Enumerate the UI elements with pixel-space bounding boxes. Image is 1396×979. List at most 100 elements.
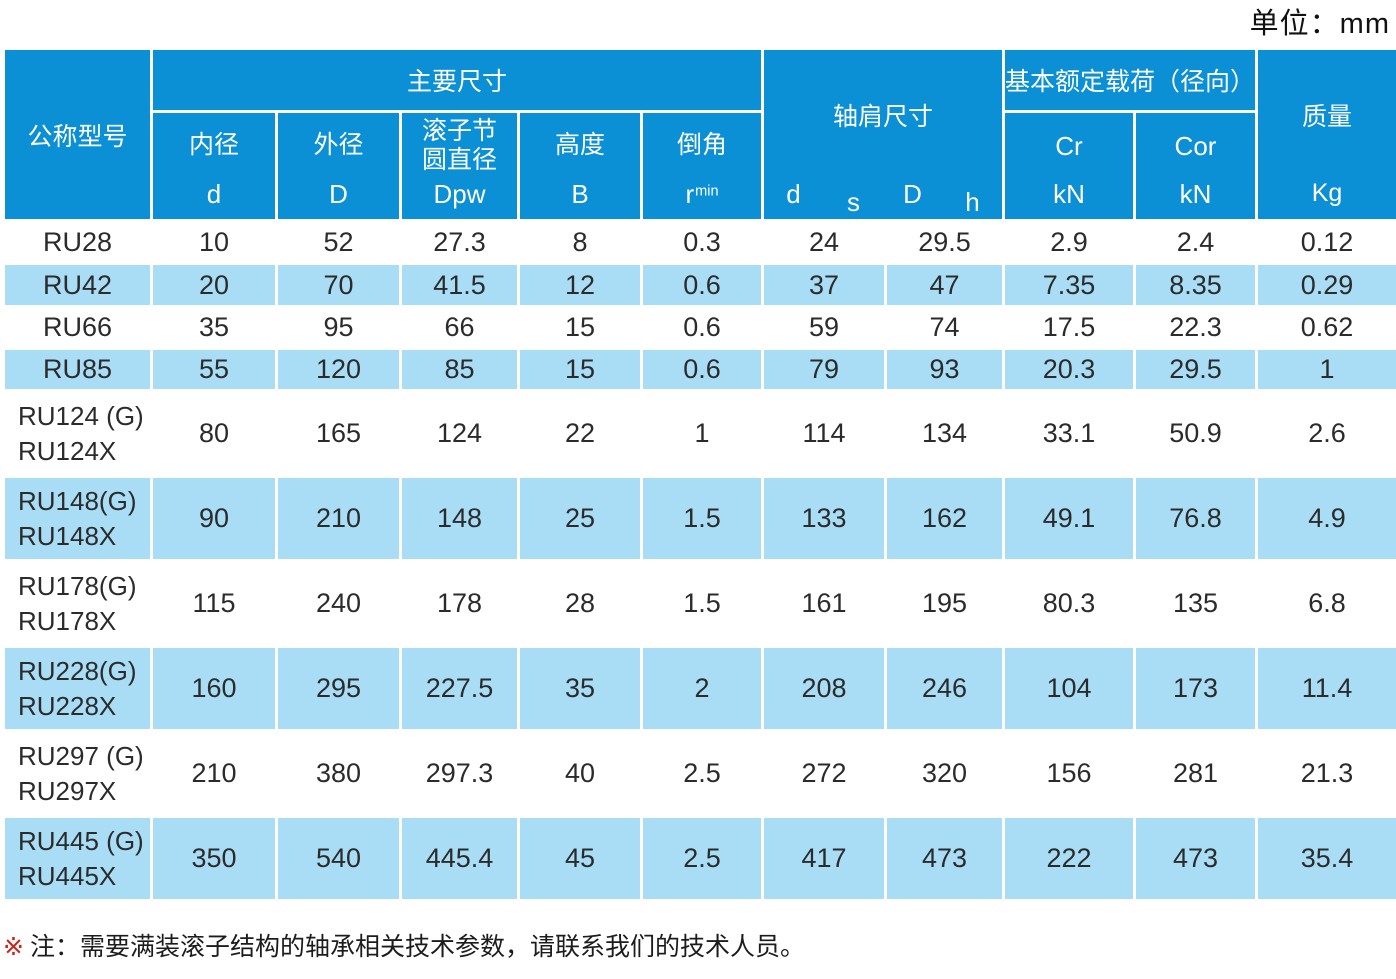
- value-cell: 114: [764, 392, 884, 475]
- value-cell: 0.12: [1258, 222, 1396, 262]
- value-cell: 33.1: [1005, 392, 1133, 475]
- value-cell: 0.62: [1258, 308, 1396, 347]
- value-cell: 50.9: [1136, 392, 1255, 475]
- value-cell: 473: [1136, 818, 1255, 899]
- sub-header-cor: Cor kN: [1136, 113, 1255, 219]
- sub-header-symbol: d: [206, 179, 222, 209]
- value-cell: 1.5: [643, 562, 761, 645]
- value-cell: 22.3: [1136, 308, 1255, 347]
- value-cell: 35.4: [1258, 818, 1396, 899]
- value-cell: 173: [1136, 648, 1255, 729]
- footnote-marker: ※: [3, 933, 24, 961]
- value-cell: 41.5: [402, 265, 517, 305]
- value-cell: 2.5: [643, 732, 761, 815]
- sub-header-symbol: B: [571, 179, 589, 209]
- model-cell: RU85: [5, 350, 150, 389]
- value-cell: 0.6: [643, 350, 761, 389]
- value-cell: 90: [153, 478, 275, 559]
- value-cell: 24: [764, 222, 884, 262]
- value-cell: 540: [278, 818, 399, 899]
- mass-unit: Kg: [1311, 179, 1343, 207]
- shoulder-title: 轴肩尺寸: [832, 102, 933, 131]
- value-cell: 52: [278, 222, 399, 262]
- value-cell: 0.3: [643, 222, 761, 262]
- sub-header-dpw: 滚子节 圆直径 Dpw: [402, 113, 517, 219]
- sub-header-b: 高度 B: [520, 113, 640, 219]
- value-cell: 70: [278, 265, 399, 305]
- value-cell: 320: [887, 732, 1002, 815]
- value-cell: 95: [278, 308, 399, 347]
- sub-header-label: 倒角: [676, 131, 727, 160]
- model-cell: RU228(G) RU228X: [5, 648, 150, 729]
- value-cell: 417: [764, 818, 884, 899]
- sub-header-label: 滚子节 圆直径: [421, 116, 497, 175]
- value-cell: 178: [402, 562, 517, 645]
- value-cell: 25: [520, 478, 640, 559]
- value-cell: 85: [402, 350, 517, 389]
- value-cell: 4.9: [1258, 478, 1396, 559]
- value-cell: 40: [520, 732, 640, 815]
- value-cell: 162: [887, 478, 1002, 559]
- value-cell: 93: [887, 350, 1002, 389]
- value-cell: 21.3: [1258, 732, 1396, 815]
- value-cell: 195: [887, 562, 1002, 645]
- value-cell: 210: [278, 478, 399, 559]
- model-cell: RU28: [5, 222, 150, 262]
- value-cell: 20: [153, 265, 275, 305]
- value-cell: 80: [153, 392, 275, 475]
- value-cell: 8: [520, 222, 640, 262]
- sub-header-r: 倒角 r min: [643, 113, 761, 219]
- model-cell: RU42: [5, 265, 150, 305]
- value-cell: 47: [887, 265, 1002, 305]
- value-cell: 29.5: [887, 222, 1002, 262]
- value-cell: 272: [764, 732, 884, 815]
- load-column-unit: kN: [1179, 179, 1212, 209]
- value-cell: 79: [764, 350, 884, 389]
- sub-header-label: 内径: [188, 131, 239, 160]
- value-cell: 80.3: [1005, 562, 1133, 645]
- value-cell: 240: [278, 562, 399, 645]
- value-cell: 20.3: [1005, 350, 1133, 389]
- value-cell: 15: [520, 350, 640, 389]
- value-cell: 165: [278, 392, 399, 475]
- value-cell: 0.6: [643, 308, 761, 347]
- sub-header-cr: Cr kN: [1005, 113, 1133, 219]
- value-cell: 297.3: [402, 732, 517, 815]
- value-cell: 49.1: [1005, 478, 1133, 559]
- value-cell: 134: [887, 392, 1002, 475]
- value-cell: 124: [402, 392, 517, 475]
- sub-header-symbol: Dpw: [433, 179, 486, 209]
- value-cell: 148: [402, 478, 517, 559]
- value-cell: 17.5: [1005, 308, 1133, 347]
- value-cell: 37: [764, 265, 884, 305]
- value-cell: 55: [153, 350, 275, 389]
- model-cell: RU297 (G) RU297X: [5, 732, 150, 815]
- value-cell: 104: [1005, 648, 1133, 729]
- value-cell: 2: [643, 648, 761, 729]
- mass-title: 质量: [1301, 102, 1352, 131]
- unit-label: 单位：mm: [1249, 8, 1390, 40]
- value-cell: 222: [1005, 818, 1133, 899]
- value-cell: 208: [764, 648, 884, 729]
- value-cell: 2.6: [1258, 392, 1396, 475]
- value-cell: 473: [887, 818, 1002, 899]
- value-cell: 59: [764, 308, 884, 347]
- value-cell: 210: [153, 732, 275, 815]
- model-cell: RU124 (G) RU124X: [5, 392, 150, 475]
- sub-header-symbol: D: [329, 179, 348, 209]
- value-cell: 227.5: [402, 648, 517, 729]
- value-cell: 1.5: [643, 478, 761, 559]
- group-header-rated-load: 基本额定载荷（径向）: [1005, 50, 1255, 110]
- model-cell: RU445 (G) RU445X: [5, 818, 150, 899]
- value-cell: 295: [278, 648, 399, 729]
- sub-header-label: 外径: [313, 131, 364, 160]
- value-cell: 28: [520, 562, 640, 645]
- value-cell: 160: [153, 648, 275, 729]
- value-cell: 445.4: [402, 818, 517, 899]
- value-cell: 27.3: [402, 222, 517, 262]
- value-cell: 8.35: [1136, 265, 1255, 305]
- value-cell: 115: [153, 562, 275, 645]
